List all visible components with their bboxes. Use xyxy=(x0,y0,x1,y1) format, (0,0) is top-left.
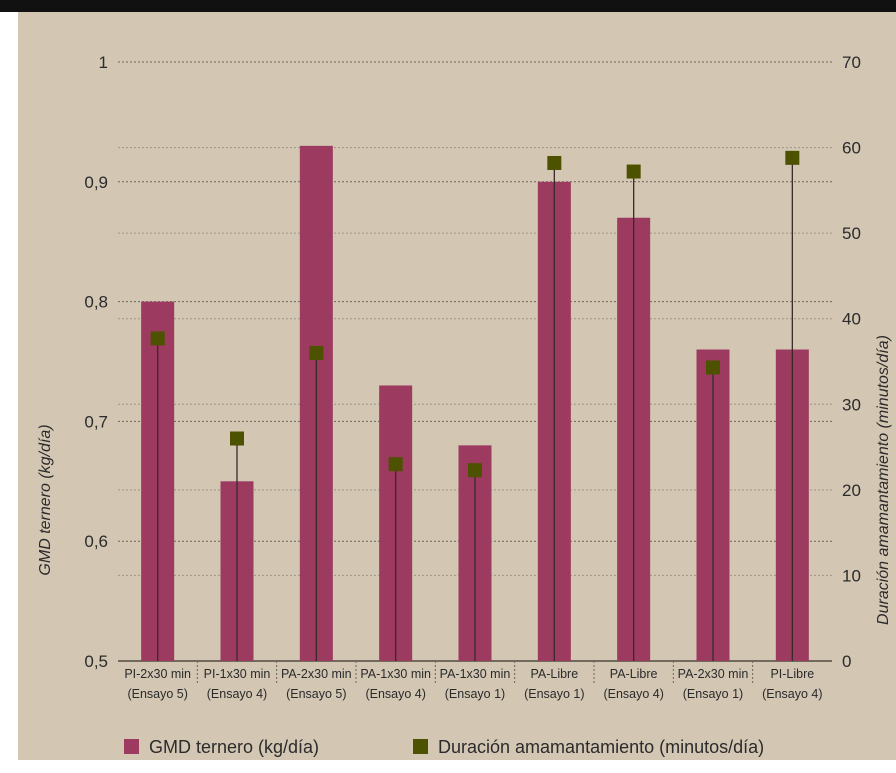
category-label-line2: (Ensayo 4) xyxy=(762,687,822,701)
category-label-line1: PA-2x30 min xyxy=(281,667,352,681)
marker xyxy=(230,431,244,446)
category-label-line1: PI-Libre xyxy=(770,667,814,681)
legend-bar-label: GMD ternero (kg/día) xyxy=(149,737,319,757)
category-label-line1: PI-2x30 min xyxy=(124,667,191,681)
marker xyxy=(468,463,482,478)
marker xyxy=(626,164,641,179)
marker xyxy=(785,150,800,165)
category-label-line2: (Ensayo 1) xyxy=(683,687,743,701)
category-label-line1: PA-1x30 min xyxy=(360,667,431,681)
y-axis-right-label: Duración amamantamiento (minutos/día) xyxy=(875,335,892,625)
category-label-line2: (Ensayo 1) xyxy=(445,687,505,701)
marker-layer xyxy=(150,150,800,478)
legend-bar-swatch xyxy=(124,739,139,754)
category-label-line2: (Ensayo 5) xyxy=(127,687,187,701)
marker xyxy=(388,457,403,472)
y-tick-left: 0,8 xyxy=(84,293,108,312)
y-tick-right: 40 xyxy=(842,310,861,329)
y-tick-right: 50 xyxy=(842,224,861,243)
stem-layer xyxy=(157,157,793,661)
category-label-line1: PI-1x30 min xyxy=(204,667,271,681)
category-label-line1: PA-Libre xyxy=(610,667,658,681)
y-tick-right: 60 xyxy=(842,139,861,158)
y-axis-left-label: GMD ternero (kg/día) xyxy=(37,424,54,575)
y-tick-left: 1 xyxy=(99,53,108,72)
legend-marker-swatch xyxy=(413,739,428,754)
y-tick-left: 0,9 xyxy=(84,173,108,192)
y-tick-left: 0,5 xyxy=(84,652,108,671)
category-label-line1: PA-2x30 min xyxy=(678,667,749,681)
y-tick-right: 70 xyxy=(842,53,861,72)
legend: GMD ternero (kg/día) Duración amamantami… xyxy=(124,737,764,757)
category-label-line1: PA-1x30 min xyxy=(440,667,511,681)
category-label-line2: (Ensayo 4) xyxy=(603,687,663,701)
category-label-layer: PI-2x30 min (Ensayo 5) PI-1x30 min (Ensayo … xyxy=(124,667,822,701)
y-tick-right: 10 xyxy=(842,566,861,585)
category-label-line2: (Ensayo 5) xyxy=(286,687,346,701)
top-bar xyxy=(0,0,896,12)
marker xyxy=(309,345,324,360)
marker xyxy=(706,360,720,375)
y-tick-right: 20 xyxy=(842,481,861,500)
legend-marker-label: Duración amamantamiento (minutos/día) xyxy=(438,737,764,757)
category-label-line2: (Ensayo 1) xyxy=(524,687,584,701)
y-tick-right: 0 xyxy=(842,652,851,671)
category-label-line2: (Ensayo 4) xyxy=(365,687,425,701)
marker xyxy=(547,155,562,170)
category-label-line1: PA-Libre xyxy=(530,667,578,681)
y-tick-left: 0,6 xyxy=(84,532,108,551)
y-tick-right: 30 xyxy=(842,395,861,414)
marker xyxy=(150,331,165,346)
category-label-line2: (Ensayo 4) xyxy=(207,687,267,701)
y-tick-left: 0,7 xyxy=(84,412,108,431)
